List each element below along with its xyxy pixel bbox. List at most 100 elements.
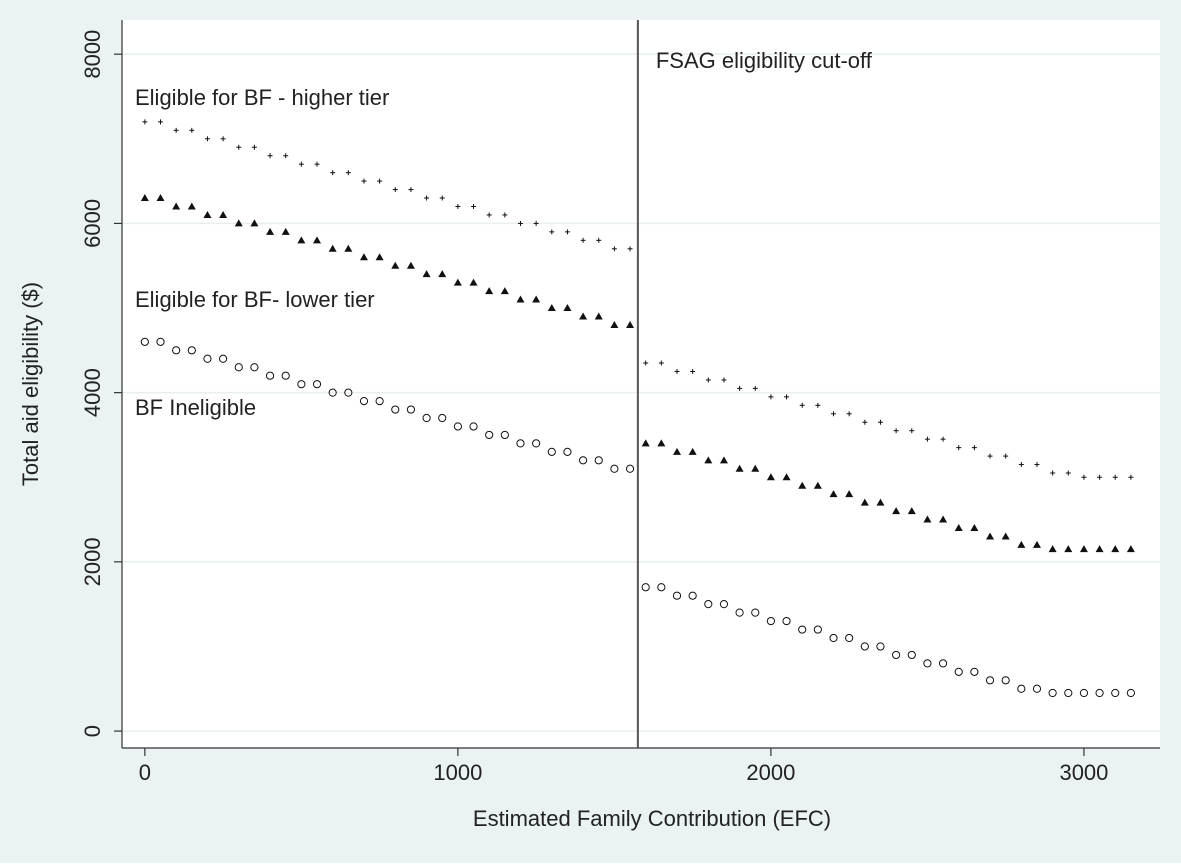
marker-part: [876, 642, 885, 651]
point: [424, 195, 430, 201]
point: [439, 195, 445, 201]
point: [690, 368, 696, 374]
marker-part: [422, 270, 431, 278]
marker-part: [140, 194, 149, 202]
point: [987, 453, 993, 459]
point: [1064, 545, 1073, 553]
point: [486, 212, 492, 218]
point: [391, 261, 400, 269]
point: [375, 253, 384, 261]
point: [281, 227, 290, 235]
point: [422, 270, 431, 278]
point: [1126, 545, 1135, 553]
marker-part: [344, 388, 353, 397]
point: [453, 278, 462, 286]
point: [610, 320, 619, 328]
point: [236, 144, 242, 150]
marker-part: [610, 320, 619, 328]
point: [752, 385, 758, 391]
marker-part: [453, 422, 462, 431]
marker-part: [892, 650, 901, 660]
marker-part: [657, 439, 666, 447]
point: [829, 633, 838, 643]
point: [455, 203, 461, 209]
point: [1128, 474, 1134, 480]
x-tick-label: 2000: [746, 760, 795, 785]
point: [204, 136, 210, 142]
point: [766, 473, 775, 481]
point: [297, 380, 306, 389]
point: [892, 650, 901, 660]
marker-part: [704, 456, 713, 464]
marker-part: [860, 642, 869, 651]
point: [704, 456, 713, 464]
marker-part: [485, 430, 494, 440]
point: [924, 436, 930, 442]
marker-part: [594, 312, 603, 320]
point: [845, 633, 854, 643]
point: [532, 439, 541, 448]
point: [361, 178, 367, 184]
point: [438, 270, 447, 278]
y-tick-label: 8000: [80, 30, 105, 79]
point: [892, 507, 901, 515]
point: [547, 447, 556, 456]
point: [893, 428, 899, 434]
marker-part: [578, 456, 588, 465]
point: [234, 363, 243, 372]
marker-part: [203, 354, 212, 363]
point: [1112, 474, 1118, 480]
point: [1079, 545, 1088, 553]
point: [330, 170, 336, 176]
marker-part: [359, 253, 368, 261]
point: [140, 337, 149, 346]
marker-part: [234, 219, 243, 227]
point: [345, 170, 351, 176]
marker-part: [798, 625, 807, 634]
marker-part: [641, 439, 650, 447]
point: [377, 178, 383, 184]
marker-part: [140, 337, 149, 346]
point: [782, 616, 791, 626]
point: [751, 464, 760, 472]
point: [768, 394, 774, 400]
point: [831, 411, 837, 417]
point: [359, 253, 368, 261]
marker-part: [1048, 545, 1057, 553]
point: [735, 608, 744, 617]
point: [391, 405, 400, 414]
point: [1064, 688, 1073, 698]
point: [657, 583, 666, 592]
point: [641, 439, 650, 447]
marker-part: [281, 371, 290, 380]
point: [1097, 474, 1103, 480]
point: [1003, 453, 1009, 459]
point: [1001, 532, 1010, 540]
point: [719, 600, 729, 609]
marker-part: [1095, 545, 1104, 553]
series-label: Eligible for BF- lower tier: [135, 287, 375, 312]
marker-part: [438, 413, 447, 423]
x-tick-label: 3000: [1059, 760, 1108, 785]
point: [657, 439, 666, 447]
marker-part: [735, 464, 744, 472]
point: [1079, 688, 1089, 698]
point: [250, 219, 259, 227]
point: [578, 456, 588, 465]
point: [1032, 540, 1041, 548]
point: [860, 642, 869, 651]
point: [408, 187, 414, 193]
point: [766, 616, 776, 626]
point: [909, 428, 915, 434]
point: [643, 360, 649, 366]
point: [1032, 684, 1042, 693]
point: [265, 371, 275, 380]
marker-part: [265, 371, 275, 380]
marker-part: [625, 464, 635, 473]
marker-part: [563, 304, 572, 312]
point: [829, 490, 838, 498]
marker-part: [766, 616, 776, 626]
point: [298, 161, 304, 167]
point: [563, 447, 572, 456]
